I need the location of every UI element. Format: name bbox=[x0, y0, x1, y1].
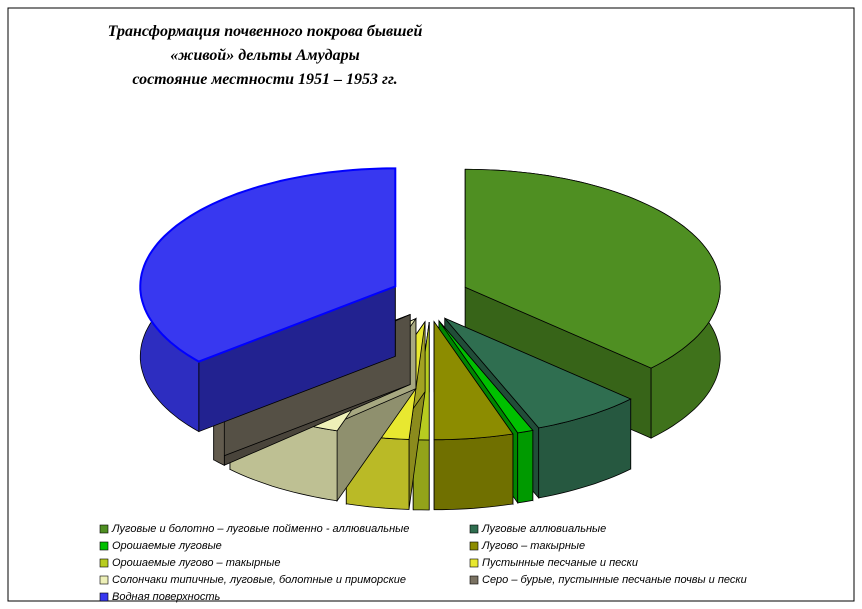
legend-swatch bbox=[469, 524, 479, 534]
legend-label: Серо – бурые, пустынные песчаные почвы и… bbox=[482, 574, 747, 586]
legend-label: Солончаки типичные, луговые, болотные и … bbox=[112, 574, 406, 586]
pie-slice bbox=[433, 320, 514, 511]
legend: Луговые и болотно – луговые пойменно - а… bbox=[99, 523, 747, 603]
legend-label: Водная поверхность bbox=[112, 591, 221, 603]
slice-wall bbox=[517, 429, 534, 504]
legend-swatch bbox=[99, 524, 109, 534]
slice-top bbox=[444, 317, 632, 429]
slice-top bbox=[464, 168, 721, 369]
chart-frame bbox=[7, 7, 855, 602]
legend-label: Лугово – такырные bbox=[481, 540, 585, 552]
legend-swatch bbox=[99, 592, 109, 602]
legend-swatch bbox=[469, 575, 479, 585]
legend-swatch bbox=[469, 541, 479, 551]
pie-slice bbox=[139, 167, 397, 433]
legend-swatch bbox=[99, 575, 109, 585]
chart-title: состояние местности 1951 – 1953 гг. bbox=[132, 71, 397, 88]
slice-wall bbox=[433, 433, 514, 511]
legend-label: Луговые и болотно – луговые пойменно - а… bbox=[111, 523, 409, 535]
pie bbox=[139, 167, 721, 511]
legend-label: Пустынные песчаные и пески bbox=[482, 557, 638, 569]
chart-title: Трансформация почвенного покрова бывшей bbox=[108, 23, 423, 40]
slice-top bbox=[438, 320, 534, 434]
slice-top bbox=[433, 320, 514, 441]
chart-title: «живой» дельты Амудары bbox=[170, 47, 359, 64]
legend-label: Луговые аллювиальные bbox=[481, 523, 606, 535]
legend-label: Орошаемые лугово – такырные bbox=[112, 557, 281, 569]
legend-swatch bbox=[99, 558, 109, 568]
legend-swatch bbox=[469, 558, 479, 568]
slice-top bbox=[139, 167, 397, 363]
legend-swatch bbox=[99, 541, 109, 551]
legend-label: Орошаемые луговые bbox=[112, 540, 222, 552]
